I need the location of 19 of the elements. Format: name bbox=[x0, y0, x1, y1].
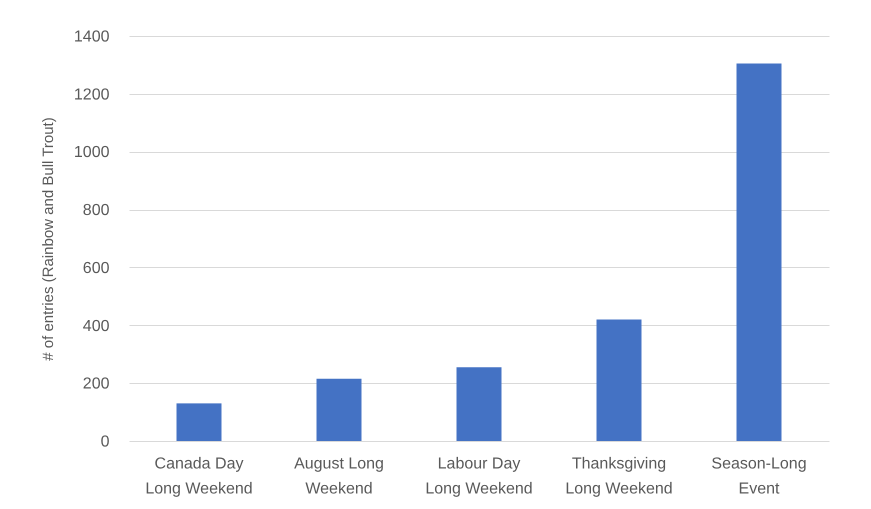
x-tick-label: Thanksgiving Long Weekend bbox=[565, 456, 673, 498]
bar bbox=[176, 403, 222, 441]
bar bbox=[596, 320, 642, 441]
y-tick-label: 1000 bbox=[74, 144, 110, 162]
y-tick-label: 200 bbox=[82, 376, 110, 393]
bar bbox=[316, 378, 362, 441]
y-tick-label: 0 bbox=[100, 434, 110, 450]
y-tick-label: 600 bbox=[82, 260, 110, 277]
y-tick-label: 800 bbox=[82, 202, 110, 220]
y-tick-label: 1200 bbox=[74, 86, 110, 104]
bar bbox=[736, 63, 782, 441]
x-tick-label: Labour Day Long Weekend bbox=[425, 456, 533, 498]
x-tick-label: August Long Weekend bbox=[294, 456, 384, 498]
y-axis-title: # of entries (Rainbow and Bull Trout) bbox=[40, 117, 57, 361]
x-tick-label: Canada Day Long Weekend bbox=[145, 456, 253, 498]
bar bbox=[456, 367, 502, 441]
y-tick-label: 400 bbox=[82, 318, 110, 335]
y-tick-label: 1400 bbox=[74, 28, 110, 46]
x-tick-label: Season-Long Event bbox=[711, 456, 807, 498]
